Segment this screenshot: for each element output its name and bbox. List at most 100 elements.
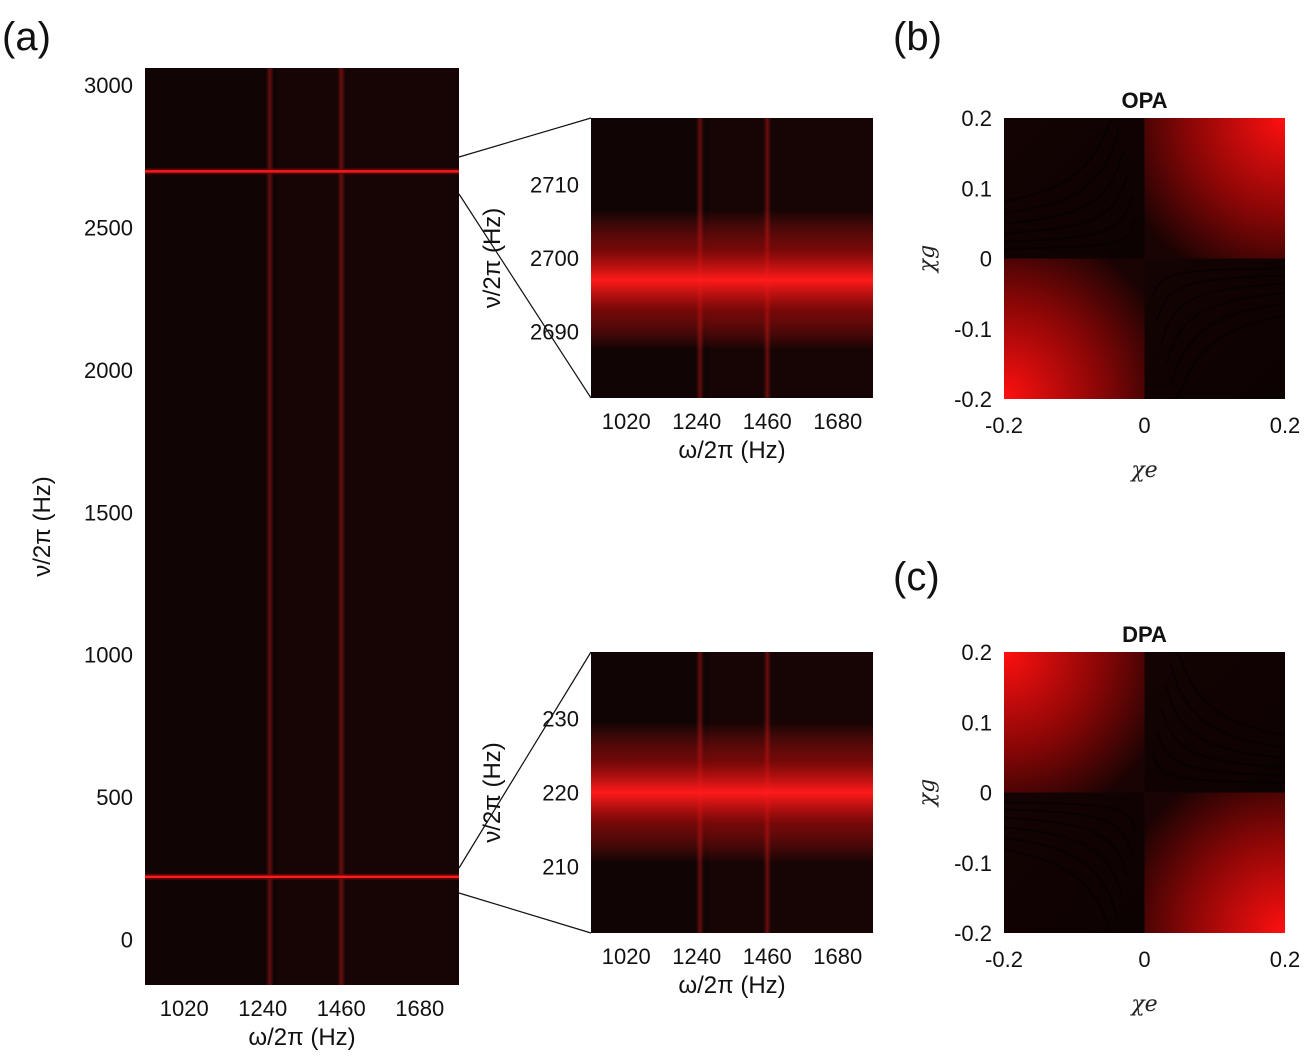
opa-ytick-3: 0.1 [961,176,992,201]
opa-contour-bottom-right-5 [1169,302,1285,388]
dpa-heatmap: DPA -0.2 0 0.2 -0.2 -0.1 0 0.1 0.2 χe χg [915,622,1300,1017]
zoom-connector-bottom-lower [458,892,592,934]
main-xtick-2: 1460 [317,996,366,1021]
dpa-contour-bottom-left-1 [1004,801,1138,832]
main-xtick-1: 1240 [238,996,287,1021]
zoom_top-xtick-0: 1020 [602,409,651,434]
opa-quadrant-bottom-right [1144,258,1285,399]
opa-xlabel: χe [1129,458,1157,483]
zoom_bottom-ylabel: ν/2π (Hz) [479,742,506,843]
zoom-connector-top-lower [458,193,592,399]
dpa-xtick-2: 0.2 [1270,947,1301,972]
opa-contour-top-left-3 [1004,174,1129,235]
panel-label-c: (c) [893,555,940,599]
dpa-ytick-2: 0 [980,781,992,806]
main-vertical-line-1 [337,68,346,985]
dpa-ytick-1: -0.1 [954,851,992,876]
opa-contour-bottom-right-6 [1174,314,1285,399]
main-ytick-4: 2000 [84,358,133,383]
opa-ytick-4: 0.2 [961,106,992,131]
zoom_bottom-xtick-1: 1240 [672,944,721,969]
opa-quadrant-top-right [1144,118,1285,259]
dpa-contour-bottom-left-2 [1004,808,1133,855]
zoom-top-spectrogram: 1020 1240 1460 1680 ω/2π (Hz) 2690 2700 2710 ν/2… [479,118,873,464]
main-hline-1 [145,170,459,173]
zoom_top-ytick-2: 2710 [530,172,579,197]
dpa-ylabel: χg [915,779,940,808]
dpa-quadrant-top-right [1144,652,1285,793]
zoom_bottom-ytick-0: 210 [542,854,579,879]
zoom_bottom-xtick-3: 1680 [813,944,862,969]
zoom_bottom-ytick-2: 230 [542,707,579,732]
dpa-contour-bottom-left-6 [1004,848,1115,933]
zoom_bottom-xtick-2: 1460 [743,944,792,969]
opa-contour-top-left-2 [1004,196,1133,243]
main-hline-0 [145,875,459,878]
opa-ytick-1: -0.1 [954,317,992,342]
opa-xtick-2: 0.2 [1270,413,1301,438]
main-ytick-5: 2500 [84,215,133,240]
opa-contour-top-left-5 [1004,129,1120,215]
dpa-contour-bottom-left-3 [1004,816,1129,877]
dpa-contour-top-right-4 [1165,685,1285,759]
opa-quadrant-bottom-left [1004,258,1145,399]
zoom_top-ytick-1: 2700 [530,246,579,271]
opa-contour-top-left-4 [1004,151,1124,225]
dpa-ytick-0: -0.2 [954,921,992,946]
opa-contour-bottom-right-1 [1151,267,1285,298]
dpa-contour-top-right-1 [1151,753,1285,784]
main-xtick-3: 1680 [395,996,444,1021]
zoom-connector-top-upper [458,117,592,158]
main-ytick-2: 1000 [84,643,133,668]
zoom_top-xtick-2: 1460 [743,409,792,434]
zoom_top-band [591,210,873,351]
zoom_top-ylabel: ν/2π (Hz) [479,208,506,309]
zoom_bottom-xtick-0: 1020 [602,944,651,969]
dpa-contour-bottom-left-4 [1004,826,1124,900]
dpa-title: DPA [1122,622,1167,647]
main-spectrogram: 1020 1240 1460 1680 ω/2π (Hz) 0 500 1000 1500 200… [29,68,459,1051]
main-ytick-6: 3000 [84,73,133,98]
opa-contour-top-left-6 [1004,118,1115,203]
opa-quadrant-top-left [1004,118,1145,259]
panel-label-a: (a) [2,15,51,59]
zoom-connector-bottom-upper [458,651,592,869]
dpa-quadrant-bottom-left [1004,792,1145,933]
dpa-contour-bottom-left-5 [1004,836,1120,922]
main-xlabel: ω/2π (Hz) [248,1024,355,1051]
dpa-contour-top-right-5 [1169,663,1285,749]
dpa-contour-top-right-2 [1156,730,1285,777]
panel-label-b: (b) [893,15,942,59]
zoom_top-xlabel: ω/2π (Hz) [678,437,785,464]
zoom-bottom-spectrogram: 1020 1240 1460 1680 ω/2π (Hz) 210 220 230 ν/2π (… [479,652,873,999]
zoom_bottom-ytick-1: 220 [542,781,579,806]
dpa-ytick-3: 0.1 [961,710,992,735]
opa-contour-top-left-1 [1004,219,1138,250]
main-xtick-0: 1020 [160,996,209,1021]
main-shade [276,68,459,985]
main-vertical-line-0 [265,68,274,985]
opa-title: OPA [1121,88,1167,113]
dpa-contour-top-right-3 [1160,708,1285,769]
opa-xtick-1: 0 [1138,413,1150,438]
dpa-xtick-1: 0 [1138,947,1150,972]
main-ylabel: ν/2π (Hz) [29,476,56,577]
opa-contour-bottom-right-3 [1160,282,1285,343]
main-ytick-3: 1500 [84,500,133,525]
dpa-ytick-4: 0.2 [961,640,992,665]
opa-ytick-2: 0 [980,247,992,272]
main-ytick-1: 500 [96,785,133,810]
zoom_top-xtick-3: 1680 [813,409,862,434]
dpa-quadrant-top-left [1004,652,1145,793]
zoom_bottom-band [591,722,873,863]
zoom_top-ytick-0: 2690 [530,320,579,345]
dpa-xtick-0: -0.2 [985,947,1023,972]
opa-ylabel: χg [915,245,940,274]
zoom_top-xtick-1: 1240 [672,409,721,434]
main-ytick-0: 0 [121,927,133,952]
dpa-xlabel: χe [1129,992,1157,1017]
dpa-quadrant-bottom-right [1144,792,1285,933]
opa-contour-bottom-right-2 [1156,274,1285,321]
dpa-contour-top-right-6 [1174,652,1285,737]
